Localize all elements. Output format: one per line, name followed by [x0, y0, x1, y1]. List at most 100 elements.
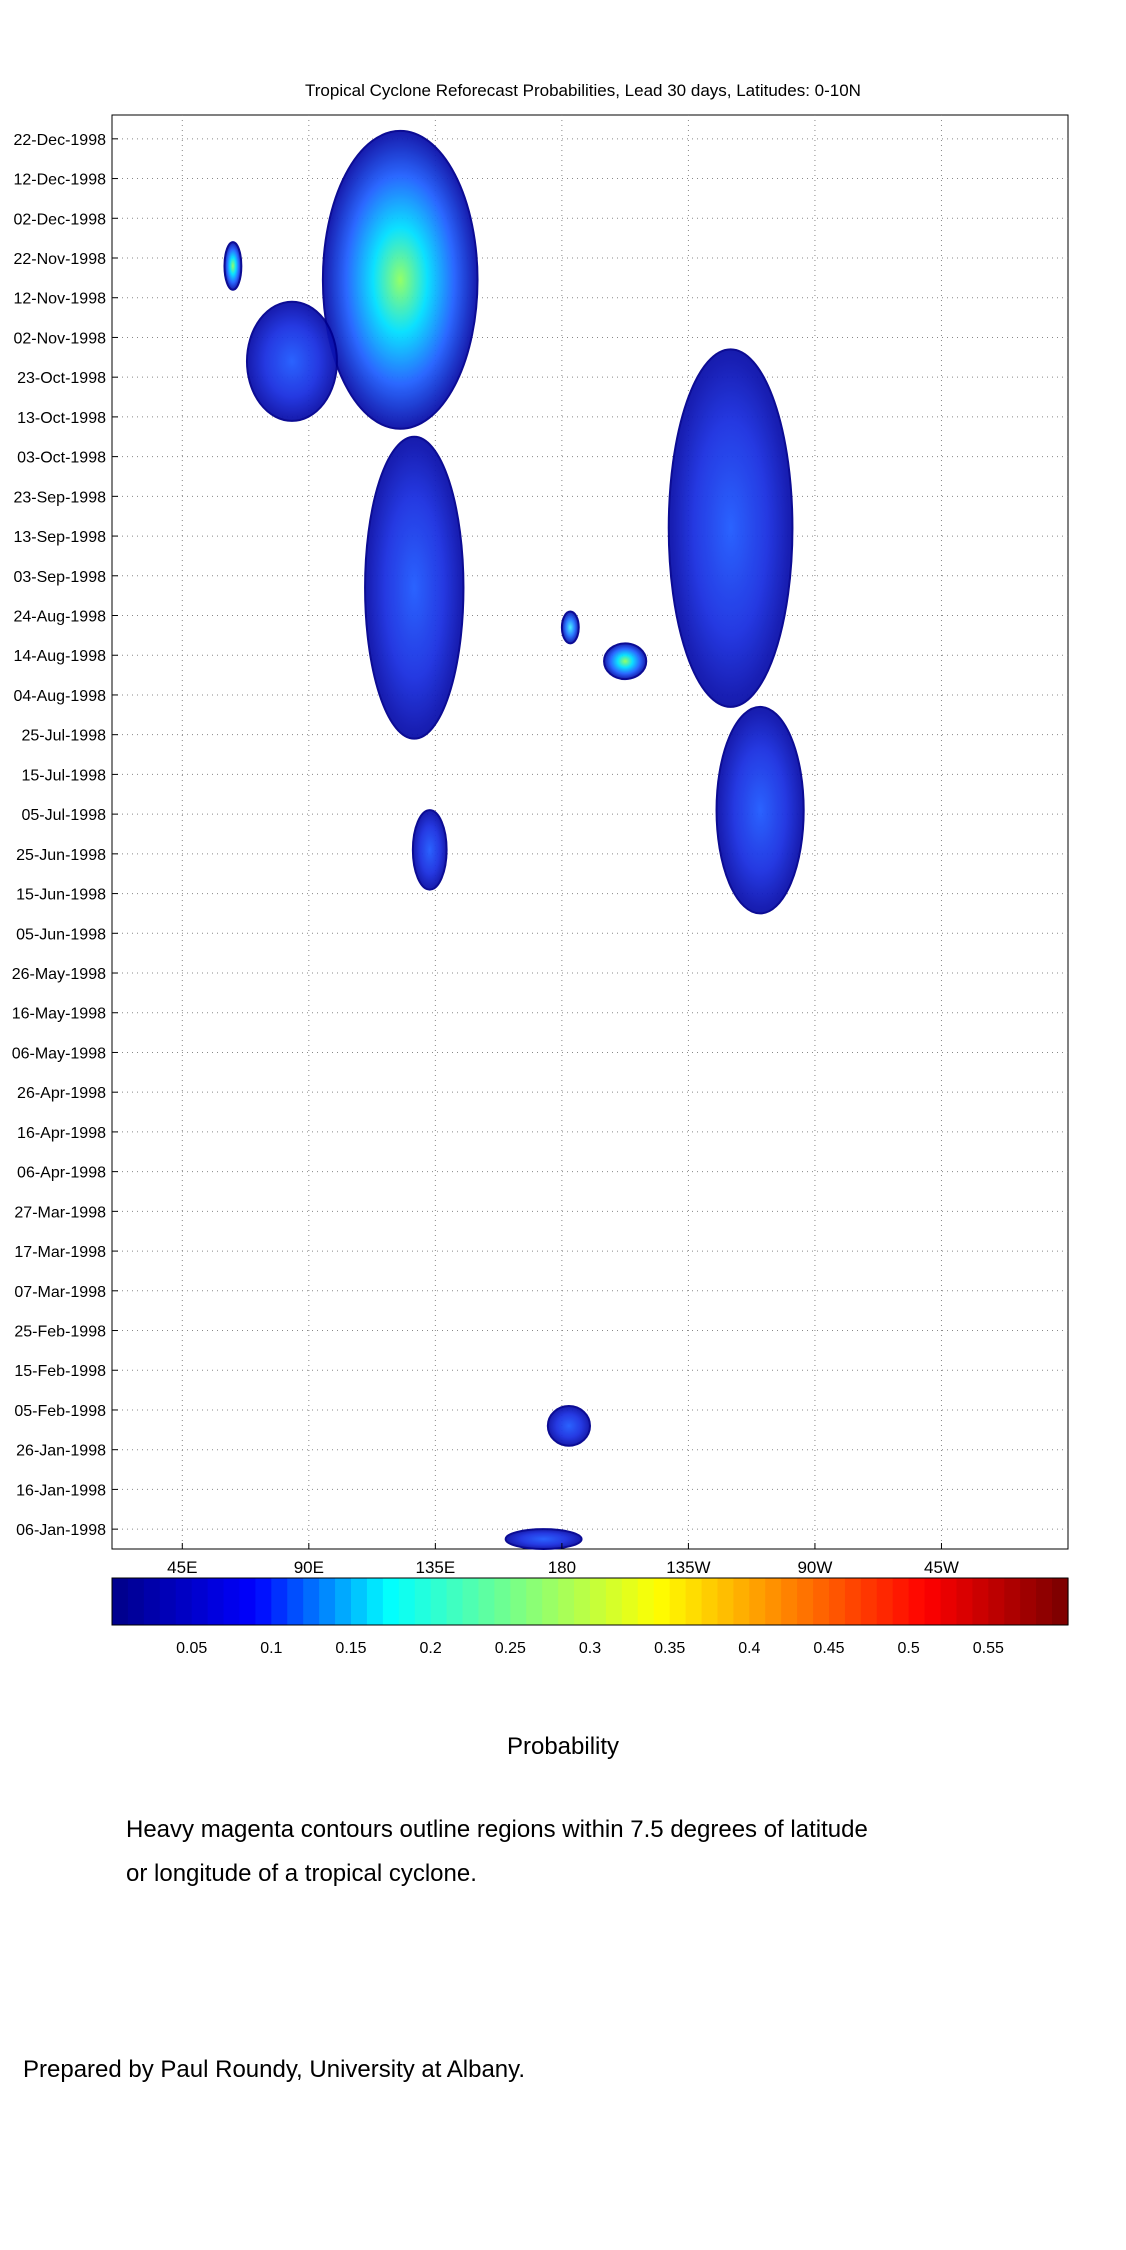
y-tick-label: 23-Oct-1998 — [17, 370, 106, 387]
colorbar-cell — [765, 1578, 782, 1625]
probability-region — [546, 1404, 591, 1447]
colorbar-cell — [159, 1578, 177, 1625]
probability-region — [223, 241, 243, 291]
colorbar-cell — [590, 1578, 607, 1625]
colorbar-cell — [223, 1578, 241, 1625]
probability-region — [321, 129, 479, 430]
colorbar-tick-label: 0.1 — [260, 1640, 282, 1657]
y-tick-label: 25-Feb-1998 — [14, 1324, 106, 1341]
colorbar-cell — [972, 1578, 989, 1625]
y-tick-label: 24-Aug-1998 — [13, 609, 106, 626]
x-tick-label: 135W — [666, 1558, 710, 1577]
colorbar-cell — [127, 1578, 145, 1625]
x-tick-label: 90E — [294, 1558, 324, 1577]
colorbar-cell — [526, 1578, 543, 1625]
x-tick-label: 180 — [548, 1558, 576, 1577]
colorbar-tick-label: 0.25 — [495, 1640, 526, 1657]
x-tick-label: 45W — [924, 1558, 959, 1577]
colorbar-cell — [255, 1578, 272, 1625]
colorbar-cell — [239, 1578, 256, 1625]
y-tick-label: 05-Feb-1998 — [14, 1403, 106, 1420]
y-tick-label: 04-Aug-1998 — [13, 688, 106, 705]
credit-text: Prepared by Paul Roundy, University at A… — [23, 2056, 526, 2083]
chart-title: Tropical Cyclone Reforecast Probabilitie… — [305, 81, 861, 100]
colorbar-cell — [876, 1578, 894, 1625]
colorbar-cell — [319, 1578, 336, 1625]
colorbar-cell — [287, 1578, 304, 1625]
y-tick-label: 03-Sep-1998 — [13, 569, 106, 586]
y-tick-label: 15-Jun-1998 — [16, 887, 106, 904]
colorbar-tick-label: 0.45 — [813, 1640, 844, 1657]
y-tick-label: 25-Jul-1998 — [22, 728, 107, 745]
probability-region — [603, 642, 648, 681]
y-tick-label: 13-Oct-1998 — [17, 410, 106, 427]
colorbar-cell — [813, 1578, 830, 1625]
colorbar-cell — [414, 1578, 432, 1625]
y-tick-label: 14-Aug-1998 — [13, 648, 106, 665]
colorbar-cell — [733, 1578, 750, 1625]
footnote-line-2: or longitude of a tropical cyclone. — [126, 1860, 477, 1887]
colorbar-cell — [1004, 1578, 1021, 1625]
y-tick-label: 13-Sep-1998 — [13, 529, 106, 546]
colorbar-cell — [1052, 1578, 1069, 1625]
probability-region — [715, 705, 805, 915]
probability-region — [560, 610, 580, 645]
colorbar-cell — [749, 1578, 766, 1625]
colorbar-cell — [669, 1578, 687, 1625]
y-tick-label: 26-Apr-1998 — [17, 1085, 106, 1102]
y-tick-label: 16-May-1998 — [12, 1006, 106, 1023]
y-tick-label: 17-Mar-1998 — [14, 1244, 106, 1261]
probability-region — [245, 300, 338, 422]
probability-region — [364, 435, 465, 740]
colorbar-tick-label: 0.15 — [335, 1640, 366, 1657]
colorbar-tick-label: 0.35 — [654, 1640, 685, 1657]
colorbar-cell — [207, 1578, 225, 1625]
colorbar-cell — [271, 1578, 288, 1625]
colorbar-cell — [191, 1578, 209, 1625]
colorbar-cell — [701, 1578, 719, 1625]
colorbar-cell — [781, 1578, 798, 1625]
colorbar-cell — [1020, 1578, 1037, 1625]
colorbar-cell — [1036, 1578, 1053, 1625]
y-tick-label: 12-Dec-1998 — [14, 172, 107, 189]
y-tick-label: 07-Mar-1998 — [14, 1284, 106, 1301]
y-tick-label: 02-Nov-1998 — [14, 330, 107, 347]
y-tick-label: 05-Jun-1998 — [16, 926, 106, 943]
y-tick-label: 05-Jul-1998 — [22, 807, 107, 824]
footnote: Heavy magenta contours outline regions w… — [126, 1808, 1026, 1896]
y-tick-label: 15-Feb-1998 — [14, 1363, 106, 1380]
colorbar-cell — [175, 1578, 193, 1625]
colorbar-tick-label: 0.55 — [973, 1640, 1004, 1657]
colorbar-cell — [542, 1578, 559, 1625]
colorbar-cell — [924, 1578, 942, 1625]
y-tick-label: 15-Jul-1998 — [22, 767, 107, 784]
colorbar-tick-label: 0.4 — [738, 1640, 760, 1657]
probability-region — [667, 348, 794, 708]
y-tick-label: 12-Nov-1998 — [14, 291, 107, 308]
y-tick-label: 02-Dec-1998 — [14, 211, 107, 228]
colorbar-cell — [351, 1578, 368, 1625]
y-tick-label: 16-Jan-1998 — [16, 1482, 106, 1499]
colorbar-cell — [366, 1578, 384, 1625]
colorbar-tick-label: 0.2 — [420, 1640, 442, 1657]
colorbar-cell — [988, 1578, 1005, 1625]
y-tick-label: 06-Apr-1998 — [17, 1165, 106, 1182]
colorbar-cell — [112, 1578, 129, 1625]
colorbar-cell — [558, 1578, 575, 1625]
colorbar-cell — [430, 1578, 448, 1625]
footnote-line-1: Heavy magenta contours outline regions w… — [126, 1816, 868, 1843]
colorbar-cell — [717, 1578, 734, 1625]
colorbar-frame — [111, 1577, 1069, 1626]
colorbar-cell — [335, 1578, 352, 1625]
colorbar-cell — [797, 1578, 814, 1625]
y-tick-label: 03-Oct-1998 — [17, 450, 106, 467]
colorbar-cell — [908, 1578, 926, 1625]
y-tick-label: 26-Jan-1998 — [16, 1443, 106, 1460]
colorbar-cell — [494, 1578, 511, 1625]
colorbar-cell — [574, 1578, 591, 1625]
y-tick-label: 22-Dec-1998 — [14, 132, 107, 149]
colorbar-cell — [303, 1578, 320, 1625]
y-tick-label: 26-May-1998 — [12, 966, 106, 983]
colorbar-cell — [653, 1578, 671, 1625]
colorbar-cell — [956, 1578, 973, 1625]
